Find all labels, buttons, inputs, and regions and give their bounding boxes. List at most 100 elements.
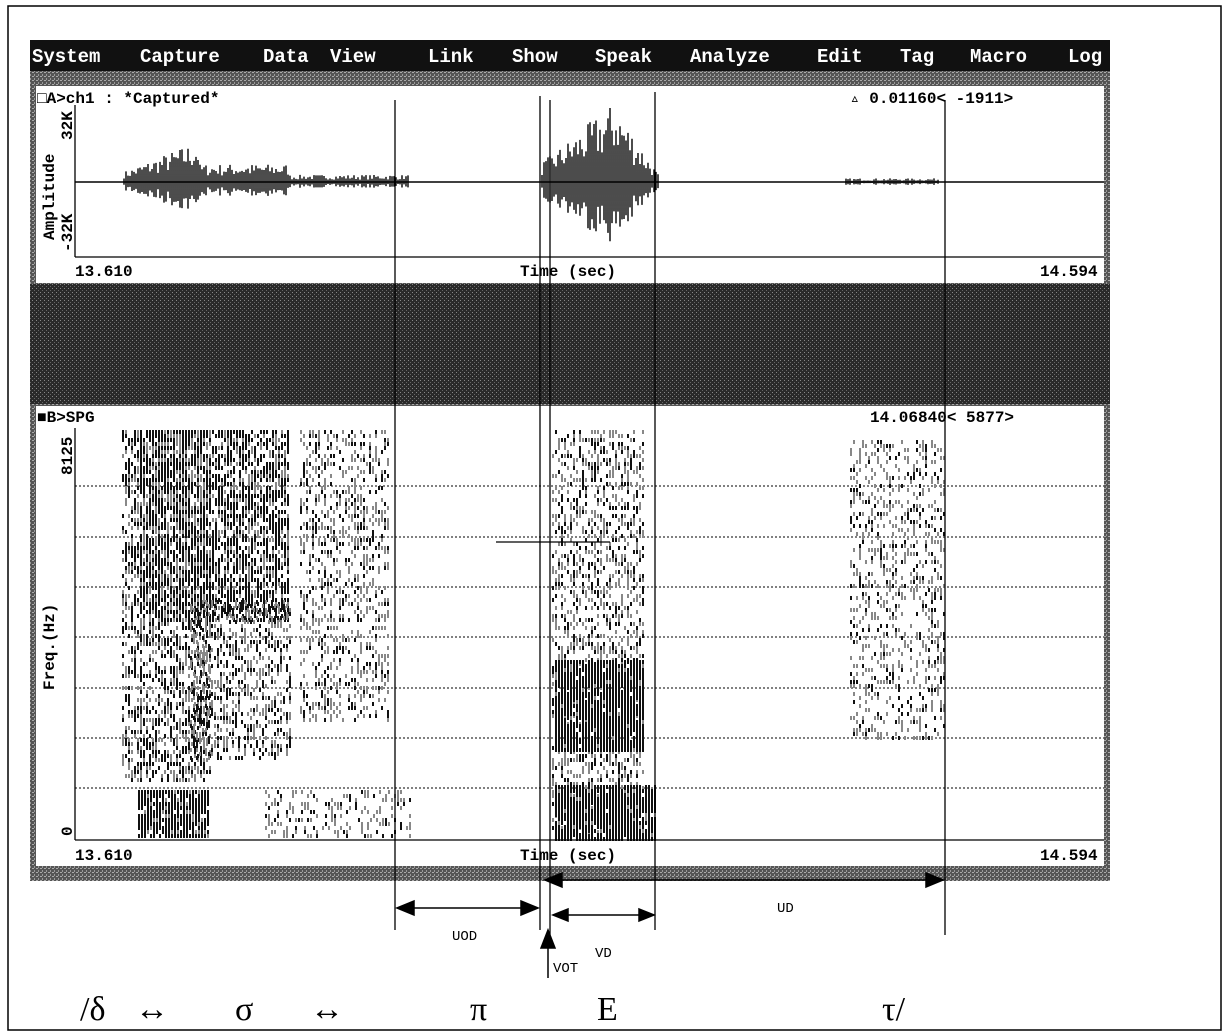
spectrogram-cell [369,538,371,542]
spectrogram-cell [224,594,226,598]
spectrogram-cell [125,686,127,690]
spectrogram-cell [152,770,154,774]
spectrogram-cell [334,822,336,826]
spectrogram-cell [372,466,374,470]
spectrogram-cell [168,826,170,830]
spectrogram-cell [262,668,264,672]
menu-item[interactable]: View [330,46,376,68]
spectrogram-cell [272,510,274,514]
spectrogram-cell [164,758,166,762]
spectrogram-cell [363,562,365,566]
spectrogram-cell [179,526,181,530]
spectrogram-cell [274,696,276,700]
spectrogram-cell [218,490,220,494]
spectrogram-cell [552,674,554,678]
spectrogram-cell [137,710,139,714]
menu-item[interactable]: Show [512,46,558,68]
spectrogram-cell [217,740,219,744]
spectrogram-cell [179,582,181,586]
spectrogram-cell [257,578,259,582]
menu-item[interactable]: Edit [817,46,863,68]
spectrogram-cell [182,542,184,546]
spectrogram-cell [303,462,305,466]
spectrogram-cell [164,714,166,718]
spectrogram-cell [277,752,279,756]
menu-item[interactable]: Capture [140,46,220,68]
spectrogram-cell [235,620,237,624]
spectrogram-cell [194,562,196,566]
spectrogram-cell [185,518,187,522]
spectrogram-cell [266,594,268,598]
spectrogram-cell [203,554,205,558]
menu-item[interactable]: Log [1068,46,1102,68]
menu-item[interactable]: Data [263,46,309,68]
spectrogram-cell [254,466,256,470]
spectrogram-cell [342,530,344,534]
spectrogram-cell [284,486,286,490]
spectrogram-cell [207,810,209,814]
spectrogram-cell [253,732,255,736]
spectrogram-cell [191,570,193,574]
spectrogram-cell [197,434,199,438]
spectrogram-cell [212,450,214,454]
spectrogram-cell [143,738,145,742]
spectrogram-cell [191,470,193,474]
spectrogram-cell [201,830,203,834]
spectrogram-cell [206,570,208,574]
spectrogram-cell [194,538,196,542]
spectrogram-cell [140,606,142,610]
spectrogram-cell [384,446,386,450]
spectrogram-cell [173,526,175,530]
spectrogram-cell [217,728,219,732]
spectrogram-cell [227,430,229,434]
spectrogram-cell [331,814,333,818]
spectrogram-cell [161,754,163,758]
spectrogram-cell [146,450,148,454]
spectrogram-cell [327,514,329,518]
spectrogram-cell [280,620,282,624]
spectrogram-cell [209,766,211,770]
spectrogram-cell [173,738,175,742]
spectrogram-cell [146,742,148,746]
spectrogram-cell [164,614,166,618]
spectrogram-cell [226,696,228,700]
spectrogram-cell [155,582,157,586]
menu-item[interactable]: System [32,46,100,68]
spectrogram-cell [167,522,169,526]
spectrogram-cell [195,830,197,834]
spectrogram-cell [200,486,202,490]
spectrogram-cell [176,554,178,558]
spectrogram-cell [200,606,202,610]
spectrogram-cell [146,610,148,614]
spectrogram-cell [131,650,133,654]
menu-item[interactable]: Link [428,46,474,68]
spectrogram-cell [233,554,235,558]
spectrogram-cell [284,542,286,546]
spectrogram-cell [176,470,178,474]
spectrogram-cell [125,602,127,606]
spectrogram-cell [287,430,289,434]
spectrogram-cell [220,756,222,760]
spectrogram-cell [170,490,172,494]
menu-item[interactable]: Tag [900,46,934,68]
spectrogram-cell [241,664,243,668]
spectrogram-cell [167,546,169,550]
spectrogram-cell [287,498,289,502]
menu-item[interactable]: Analyze [690,46,770,68]
spectrogram-cell [176,578,178,582]
spectrogram-cell [174,818,176,822]
spectrogram-cell [146,470,148,474]
spectrogram-cell [182,570,184,574]
menu-item[interactable]: Macro [970,46,1027,68]
spectrogram-cell [182,690,184,694]
spectrogram-cell [205,732,207,736]
spectrogram-cell [272,554,274,558]
spectrogram-cell [262,636,264,640]
spectrogram-cell [143,530,145,534]
spectrogram-cell [176,666,178,670]
spectrogram-cell [217,600,219,604]
menu-item[interactable]: Speak [595,46,652,68]
spectrogram-cell [223,736,225,740]
spectrogram-cell [146,598,148,602]
spectrogram-cell [251,462,253,466]
